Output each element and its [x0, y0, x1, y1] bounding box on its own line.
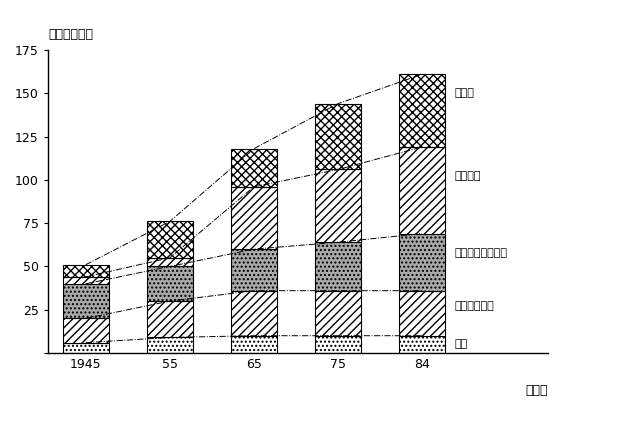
Bar — [315, 242, 361, 291]
Bar — [231, 149, 277, 187]
Bar — [63, 277, 109, 284]
Bar — [399, 233, 445, 291]
Bar — [399, 291, 445, 336]
Bar — [63, 319, 109, 343]
Bar — [63, 284, 109, 319]
Text: 西欧・その他: 西欧・その他 — [454, 301, 494, 311]
Bar — [63, 265, 109, 277]
Bar — [147, 338, 193, 353]
Bar — [147, 301, 193, 338]
Bar — [231, 249, 277, 291]
Bar — [315, 104, 361, 170]
Bar — [147, 258, 193, 266]
Bar — [231, 291, 277, 336]
Text: アフリカ: アフリカ — [454, 171, 481, 181]
Text: ラテン・アメリカ: ラテン・アメリカ — [454, 247, 507, 258]
Bar — [315, 170, 361, 242]
Bar — [399, 74, 445, 147]
Bar — [147, 266, 193, 301]
Text: （年）: （年） — [525, 384, 548, 397]
Bar — [63, 343, 109, 353]
Bar — [147, 221, 193, 258]
Bar — [399, 336, 445, 353]
Bar — [315, 291, 361, 336]
Bar — [231, 187, 277, 249]
Text: 東欧: 東欧 — [454, 339, 467, 349]
Bar — [231, 336, 277, 353]
Text: （加盟国数）: （加盟国数） — [48, 28, 93, 41]
Bar — [399, 147, 445, 233]
Bar — [315, 336, 361, 353]
Text: アジア: アジア — [454, 88, 474, 98]
